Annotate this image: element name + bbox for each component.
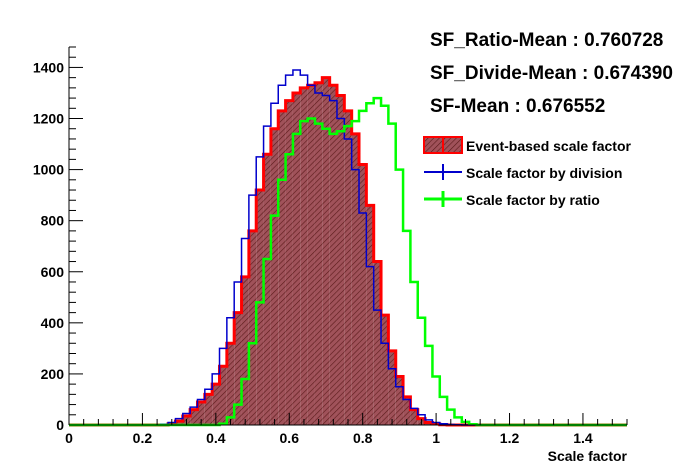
bar-event-based (307, 85, 315, 425)
bar-event-based (403, 396, 411, 425)
bar-event-based (351, 133, 360, 426)
y-tick-label: 200 (41, 366, 65, 382)
x-tick-label: 1.2 (500, 430, 520, 446)
bar-event-based (278, 110, 286, 425)
y-tick-label: 800 (41, 213, 65, 229)
outline-division (69, 69, 627, 426)
legend: Event-based scale factor Scale factor by… (423, 136, 632, 208)
x-tick-label: 0.4 (206, 430, 226, 446)
y-tick-label: 600 (41, 264, 65, 280)
series-division (69, 69, 627, 426)
series-layer (69, 69, 627, 427)
bar-event-based (322, 77, 330, 425)
bar-event-based (373, 261, 382, 425)
y-tick-label: 0 (56, 417, 64, 433)
outline-ratio (69, 96, 627, 427)
y-tick-label: 1200 (33, 111, 64, 127)
x-tick-label: 0 (65, 430, 73, 446)
bar-event-based (344, 110, 352, 425)
x-tick-label: 1.4 (573, 430, 593, 446)
bar-event-based (292, 92, 301, 426)
annotation-sf-mean: SF-Mean : 0.676552 (430, 96, 605, 117)
x-tick-label: 0.2 (133, 430, 153, 446)
bar-event-based (366, 205, 374, 425)
legend-item-event-based: Event-based scale factor (423, 136, 632, 154)
bar-event-based (395, 376, 404, 425)
annotation-divide-mean: SF_Divide-Mean : 0.674390 (430, 63, 673, 84)
bar-event-based (336, 95, 345, 425)
bar-event-based (256, 190, 264, 425)
y-tick-label: 1400 (33, 59, 64, 75)
y-tick-label: 1000 (33, 162, 64, 178)
bar-event-based (359, 164, 367, 425)
bar-event-based (410, 409, 418, 425)
legend-item-ratio: Scale factor by ratio (424, 191, 600, 208)
y-tick-label: 400 (41, 315, 65, 331)
legend-item-division: Scale factor by division (424, 164, 622, 181)
bar-event-based (241, 276, 249, 425)
bar-event-based (234, 312, 242, 425)
bar-event-based (248, 230, 257, 425)
bar-event-based (197, 402, 205, 425)
bar-event-based (190, 409, 198, 425)
legend-label-division: Scale factor by division (466, 165, 622, 181)
bar-event-based (381, 315, 389, 425)
bar-event-based (175, 421, 183, 425)
bar-event-based (204, 394, 213, 425)
bar-event-based (329, 85, 337, 425)
legend-label-ratio: Scale factor by ratio (466, 192, 600, 208)
axes-layer: 0 0.2 0.4 0.6 0.8 1 1.2 1.4 0 200 400 600 800 1000 120… (33, 46, 628, 446)
bar-event-based (263, 154, 271, 425)
x-tick-label: 0.6 (280, 430, 300, 446)
bar-event-based (212, 384, 220, 425)
bar-event-based (270, 128, 279, 425)
bar-event-based (314, 82, 323, 425)
x-tick-label: 1 (432, 430, 440, 446)
x-axis-title: Scale factor (548, 448, 628, 464)
bar-event-based (219, 366, 227, 425)
bar-event-based (226, 343, 235, 425)
series-ratio (69, 96, 627, 427)
x-tick-label: 0.8 (353, 430, 373, 446)
bar-event-based (300, 87, 308, 425)
annotation-ratio-mean: SF_Ratio-Mean : 0.760728 (430, 30, 663, 51)
bar-event-based (285, 100, 293, 425)
bar-event-based (388, 350, 396, 425)
legend-label-event-based: Event-based scale factor (466, 138, 632, 154)
annotations: SF_Ratio-Mean : 0.760728 SF_Divide-Mean … (430, 30, 673, 117)
